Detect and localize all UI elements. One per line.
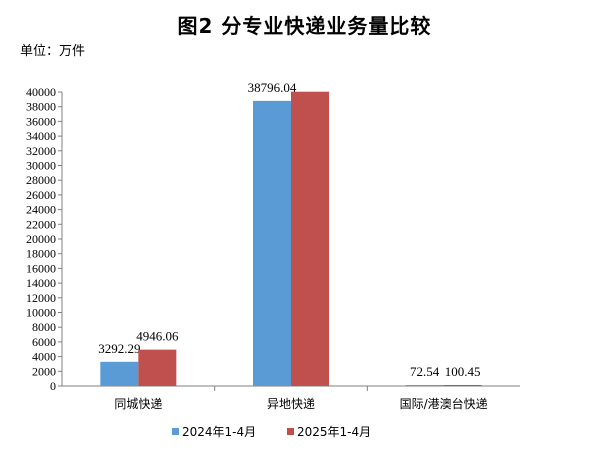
y-tick-label: 22000 (26, 217, 56, 231)
data-label: 38796.04 (248, 80, 297, 95)
y-tick-label: 2000 (32, 364, 56, 378)
unit-label: 单位：万件 (20, 44, 86, 59)
y-tick-label: 38000 (26, 100, 56, 114)
bar-2025 (291, 91, 329, 387)
y-tick-label: 32000 (26, 144, 56, 158)
x-category-label: 异地快递 (267, 397, 315, 411)
y-tick-label: 14000 (26, 276, 56, 290)
bar-2024 (405, 385, 444, 386)
bar-2025 (443, 385, 482, 386)
y-tick-label: 26000 (26, 188, 56, 202)
data-label: 4946.06 (136, 329, 179, 344)
x-category-label: 同城快递 (114, 397, 162, 411)
y-tick-label: 0 (50, 379, 56, 393)
y-tick-label: 18000 (26, 247, 56, 261)
bar-2025 (138, 349, 177, 386)
y-tick-label: 34000 (26, 129, 56, 143)
y-tick-label: 16000 (26, 261, 56, 275)
legend-swatch (172, 428, 179, 435)
bar-2024 (100, 361, 139, 386)
legend-label: 2025年1-4月 (297, 425, 371, 439)
legend-swatch (287, 428, 294, 435)
bar-2024 (253, 100, 291, 386)
y-tick-label: 10000 (26, 306, 56, 320)
y-tick-label: 28000 (26, 173, 56, 187)
y-tick-label: 40000 (26, 85, 56, 99)
y-tick-label: 24000 (26, 203, 56, 217)
y-tick-label: 12000 (26, 291, 56, 305)
y-tick-label: 20000 (26, 232, 56, 246)
y-tick-label: 6000 (32, 335, 56, 349)
data-label: 72.54 (410, 364, 440, 379)
x-category-label: 国际/港澳台快递 (400, 396, 488, 411)
legend-label: 2024年1-4月 (182, 425, 256, 439)
data-label: 3292.29 (98, 341, 140, 356)
y-tick-label: 8000 (32, 320, 56, 334)
y-tick-label: 30000 (26, 159, 56, 173)
chart-title: 图2 分专业快递业务量比较 (177, 14, 432, 38)
y-tick-label: 36000 (26, 114, 56, 128)
data-label: 100.45 (445, 364, 481, 379)
y-tick-label: 4000 (32, 350, 56, 364)
